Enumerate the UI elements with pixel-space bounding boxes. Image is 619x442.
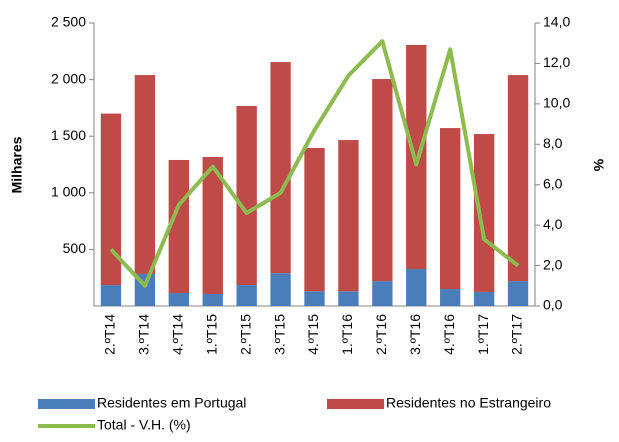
y2-tick-label: 12,0: [543, 54, 570, 70]
bar: [100, 113, 122, 286]
bar: [100, 285, 122, 306]
bar: [372, 79, 393, 282]
y2-tick-label: 10,0: [543, 95, 570, 111]
bar: [236, 285, 257, 306]
bar: [473, 291, 495, 306]
y2-tick-label: 8,0: [543, 135, 563, 151]
bar: [304, 147, 325, 292]
y2-tick-label: 6,0: [543, 175, 563, 191]
x-tick-label: 3.ºT14: [136, 314, 152, 355]
x-tick-label: 2.ºT17: [509, 314, 525, 355]
bar: [236, 105, 257, 286]
y2-tick-label: 0,0: [543, 297, 563, 313]
bar: [406, 268, 427, 306]
y-tick-label: 1 000: [51, 184, 86, 200]
legend-label: Residentes em Portugal: [97, 395, 246, 411]
bar: [440, 289, 461, 306]
bar: [168, 159, 189, 293]
legend-swatch: [38, 399, 95, 409]
x-tick-label: 4.ºT14: [170, 314, 186, 355]
x-tick-label: 2.ºT14: [102, 314, 118, 355]
y-axis-label: Milhares: [9, 136, 25, 193]
y2-tick-label: 2,0: [543, 256, 563, 272]
bar: [507, 75, 529, 282]
x-tick-label: 4.ºT15: [305, 314, 321, 355]
legend-label: Residentes no Estrangeiro: [386, 395, 551, 411]
legend-label: Total - V.H. (%): [97, 417, 191, 433]
x-tick-label: 1.ºT15: [203, 314, 219, 355]
x-tick-label: 1.ºT16: [339, 314, 355, 355]
bar: [440, 128, 461, 290]
y2-tick-label: 14,0: [543, 14, 570, 30]
bar: [304, 291, 325, 306]
bar: [338, 291, 359, 306]
bar: [270, 273, 291, 306]
x-tick-label: 3.ºT16: [407, 314, 423, 355]
bar: [134, 75, 156, 274]
bar: [338, 140, 359, 292]
bar: [507, 281, 529, 306]
bar: [372, 281, 393, 306]
bar: [202, 294, 223, 306]
y2-axis-label: %: [591, 158, 607, 171]
x-tick-label: 3.ºT15: [271, 314, 287, 355]
x-tick-label: 2.ºT16: [373, 314, 389, 355]
bar: [202, 157, 223, 295]
y-tick-label: 1 500: [51, 127, 86, 143]
line: [109, 39, 520, 288]
y2-tick-label: 4,0: [543, 216, 563, 232]
x-tick-label: 4.ºT16: [441, 314, 457, 355]
legend-swatch: [327, 399, 384, 409]
x-tick-label: 2.ºT15: [237, 314, 253, 355]
y-tick-label: 2 000: [51, 70, 86, 86]
bar: [168, 292, 189, 306]
y-tick-label: 500: [63, 240, 87, 256]
bar: [270, 62, 291, 274]
y-tick-label: 2 500: [51, 14, 86, 30]
bar: [473, 134, 495, 292]
x-tick-label: 1.ºT17: [475, 314, 491, 355]
